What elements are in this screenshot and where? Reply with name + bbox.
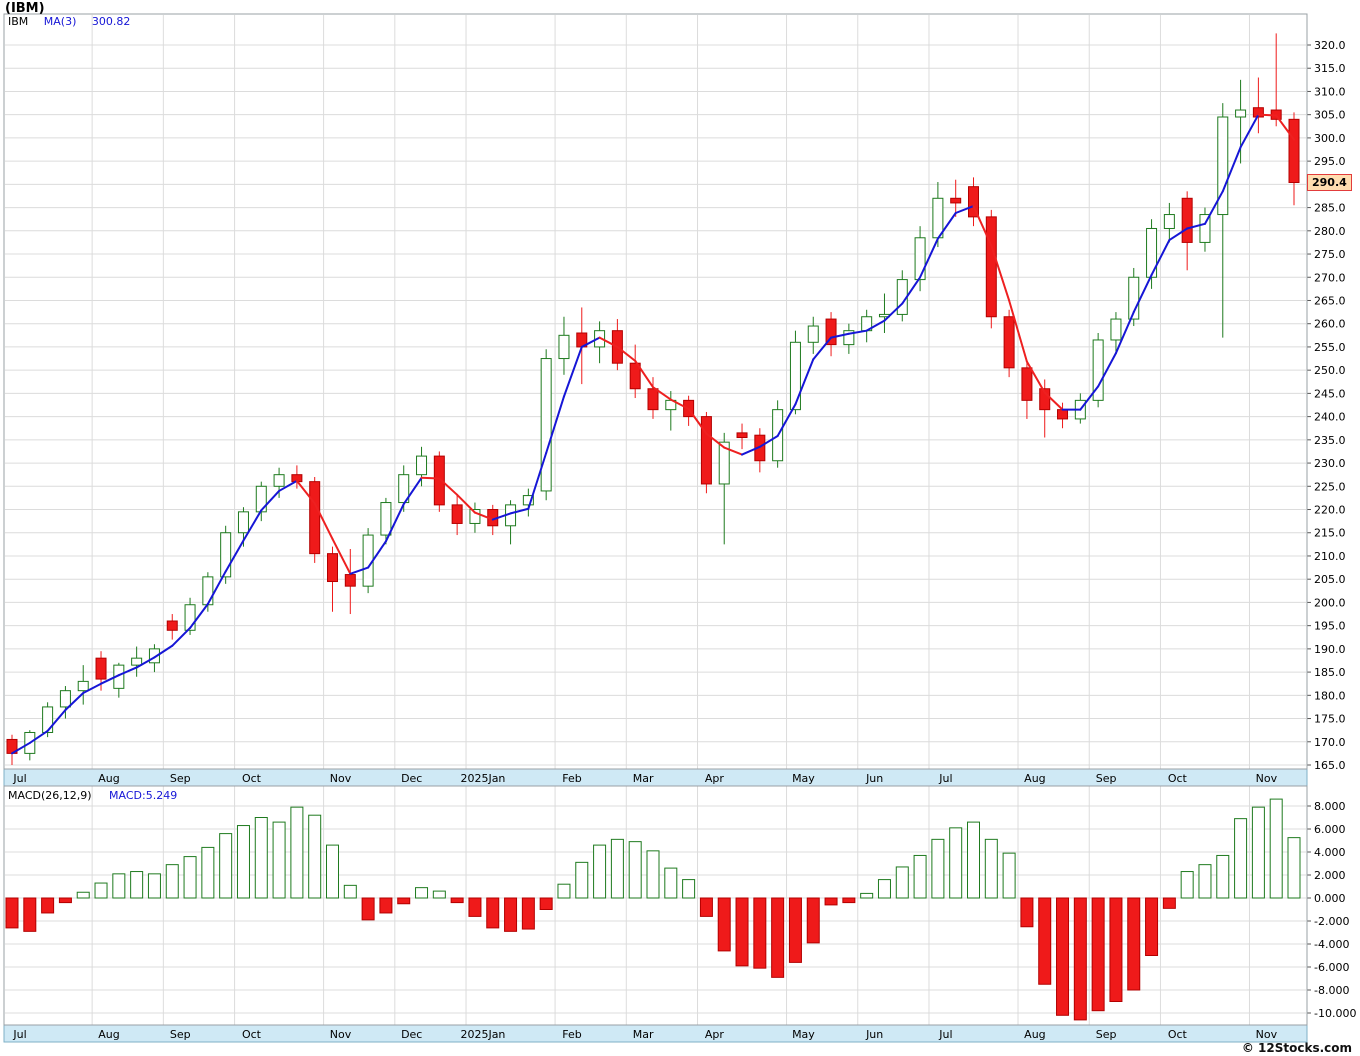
svg-text:Oct: Oct — [242, 772, 262, 785]
svg-text:6.000: 6.000 — [1314, 823, 1346, 836]
svg-text:8.000: 8.000 — [1314, 800, 1346, 813]
svg-text:Dec: Dec — [401, 1028, 422, 1041]
svg-text:315.0: 315.0 — [1314, 62, 1346, 75]
svg-text:225.0: 225.0 — [1314, 480, 1346, 493]
svg-text:215.0: 215.0 — [1314, 527, 1346, 540]
svg-text:Jun: Jun — [865, 772, 883, 785]
svg-text:260.0: 260.0 — [1314, 318, 1346, 331]
svg-text:Aug: Aug — [98, 1028, 119, 1041]
svg-text:310.0: 310.0 — [1314, 85, 1346, 98]
svg-text:285.0: 285.0 — [1314, 202, 1346, 215]
svg-text:Aug: Aug — [98, 772, 119, 785]
svg-text:165.0: 165.0 — [1314, 759, 1346, 772]
svg-text:Dec: Dec — [401, 772, 422, 785]
svg-text:May: May — [792, 772, 815, 785]
svg-text:Apr: Apr — [705, 772, 725, 785]
copyright: © 12Stocks.com — [1241, 1041, 1352, 1055]
chart-legend: IBM MA(3) 300.82 — [8, 15, 142, 28]
svg-text:255.0: 255.0 — [1314, 341, 1346, 354]
svg-text:Nov: Nov — [1256, 772, 1278, 785]
ma-value: 300.82 — [91, 15, 131, 28]
svg-text:2.000: 2.000 — [1314, 869, 1346, 882]
svg-text:295.0: 295.0 — [1314, 155, 1346, 168]
ma-label: MA(3) — [43, 15, 77, 28]
svg-text:Jul: Jul — [12, 772, 26, 785]
macd-current-value: MACD:5.249 — [109, 789, 178, 802]
svg-text:Feb: Feb — [562, 772, 581, 785]
svg-text:2025Jan: 2025Jan — [460, 1028, 505, 1041]
svg-text:185.0: 185.0 — [1314, 666, 1346, 679]
svg-text:Aug: Aug — [1024, 772, 1045, 785]
svg-text:Sep: Sep — [170, 1028, 191, 1041]
svg-text:300.0: 300.0 — [1314, 132, 1346, 145]
svg-text:0.000: 0.000 — [1314, 892, 1346, 905]
page-title: (IBM) — [5, 1, 45, 16]
svg-text:205.0: 205.0 — [1314, 573, 1346, 586]
svg-text:200.0: 200.0 — [1314, 596, 1346, 609]
svg-text:235.0: 235.0 — [1314, 434, 1346, 447]
svg-text:230.0: 230.0 — [1314, 457, 1346, 470]
svg-text:175.0: 175.0 — [1314, 713, 1346, 726]
svg-text:Jul: Jul — [938, 772, 952, 785]
svg-text:Jun: Jun — [865, 1028, 883, 1041]
svg-text:Sep: Sep — [170, 772, 191, 785]
last-price-tag: 290.4 — [1307, 174, 1352, 192]
svg-text:280.0: 280.0 — [1314, 225, 1346, 238]
svg-text:4.000: 4.000 — [1314, 846, 1346, 859]
svg-text:Mar: Mar — [633, 772, 654, 785]
svg-text:245.0: 245.0 — [1314, 387, 1346, 400]
ticker-symbol: IBM — [8, 15, 29, 28]
svg-text:Oct: Oct — [1168, 772, 1188, 785]
svg-text:Jul: Jul — [938, 1028, 952, 1041]
svg-text:Sep: Sep — [1096, 772, 1117, 785]
svg-text:Feb: Feb — [562, 1028, 581, 1041]
svg-text:Jul: Jul — [12, 1028, 26, 1041]
svg-text:195.0: 195.0 — [1314, 620, 1346, 633]
svg-text:Nov: Nov — [1256, 1028, 1278, 1041]
macd-params-label: MACD(26,12,9) — [8, 789, 92, 802]
svg-text:250.0: 250.0 — [1314, 364, 1346, 377]
svg-text:May: May — [792, 1028, 815, 1041]
svg-text:265.0: 265.0 — [1314, 294, 1346, 307]
svg-text:-4.000: -4.000 — [1314, 938, 1349, 951]
svg-text:180.0: 180.0 — [1314, 689, 1346, 702]
svg-text:-6.000: -6.000 — [1314, 961, 1349, 974]
svg-text:220.0: 220.0 — [1314, 504, 1346, 517]
svg-text:Aug: Aug — [1024, 1028, 1045, 1041]
svg-text:-8.000: -8.000 — [1314, 984, 1349, 997]
svg-text:Oct: Oct — [242, 1028, 262, 1041]
svg-text:Oct: Oct — [1168, 1028, 1188, 1041]
svg-text:270.0: 270.0 — [1314, 271, 1346, 284]
svg-text:170.0: 170.0 — [1314, 736, 1346, 749]
svg-text:Nov: Nov — [330, 1028, 352, 1041]
svg-text:Apr: Apr — [705, 1028, 725, 1041]
svg-text:2025Jan: 2025Jan — [460, 772, 505, 785]
svg-text:320.0: 320.0 — [1314, 39, 1346, 52]
svg-text:190.0: 190.0 — [1314, 643, 1346, 656]
svg-text:Sep: Sep — [1096, 1028, 1117, 1041]
svg-text:Nov: Nov — [330, 772, 352, 785]
svg-text:-2.000: -2.000 — [1314, 915, 1349, 928]
macd-legend: MACD(26,12,9) MACD:5.249 — [8, 789, 191, 802]
svg-text:-10.000: -10.000 — [1314, 1007, 1356, 1020]
svg-text:Mar: Mar — [633, 1028, 654, 1041]
svg-text:305.0: 305.0 — [1314, 109, 1346, 122]
svg-text:240.0: 240.0 — [1314, 411, 1346, 424]
svg-text:210.0: 210.0 — [1314, 550, 1346, 563]
svg-text:275.0: 275.0 — [1314, 248, 1346, 261]
